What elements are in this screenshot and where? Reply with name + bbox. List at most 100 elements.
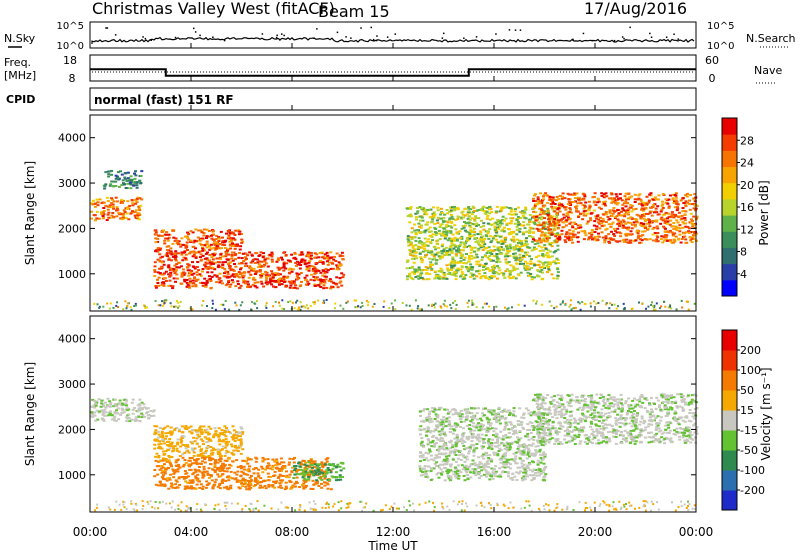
noise-dot (443, 33, 445, 35)
data-cell (627, 242, 630, 244)
data-cell (326, 299, 328, 301)
data-cell (583, 208, 586, 210)
data-cell (576, 236, 579, 238)
data-cell (116, 206, 119, 208)
data-cell (475, 254, 478, 256)
data-cell (107, 173, 110, 175)
data-cell (250, 309, 252, 311)
data-cell (500, 253, 503, 255)
data-cell (113, 419, 116, 421)
data-cell (292, 268, 295, 270)
data-cell (198, 435, 201, 437)
data-cell (428, 273, 431, 275)
data-cell (547, 212, 550, 214)
data-cell (601, 225, 604, 227)
data-cell (175, 306, 177, 308)
data-cell (205, 487, 208, 489)
data-cell (498, 467, 501, 469)
data-cell (305, 268, 308, 270)
data-cell (323, 478, 326, 480)
data-cell (176, 300, 178, 302)
data-cell (574, 197, 577, 199)
data-cell (248, 488, 251, 490)
data-cell (294, 486, 297, 488)
noise-dot (673, 34, 675, 36)
data-cell (435, 275, 438, 277)
data-cell (446, 250, 449, 252)
data-cell (549, 196, 552, 198)
data-cell (163, 442, 166, 444)
data-cell (651, 301, 653, 303)
data-cell (207, 474, 210, 476)
data-cell (568, 207, 571, 209)
data-cell (318, 473, 321, 475)
data-cell (469, 229, 472, 231)
data-cell (165, 435, 168, 437)
noise-dot (583, 33, 585, 35)
data-cell (577, 232, 580, 234)
data-cell (426, 209, 429, 211)
data-cell (174, 281, 177, 283)
data-cell (304, 471, 307, 473)
data-cell (538, 217, 541, 219)
data-cell (581, 218, 584, 220)
data-cell (455, 278, 458, 280)
data-cell (205, 282, 208, 284)
data-cell (269, 468, 272, 470)
data-cell (474, 215, 477, 217)
data-cell (206, 305, 208, 307)
data-cell (228, 309, 230, 311)
data-cell (556, 268, 559, 270)
data-cell (496, 219, 499, 221)
data-cell (180, 301, 182, 303)
data-cell (187, 446, 190, 448)
data-cell (618, 220, 621, 222)
data-cell (155, 300, 157, 302)
data-cell (230, 269, 233, 271)
data-cell (167, 444, 170, 446)
data-cell (186, 279, 189, 281)
data-cell (605, 211, 608, 213)
data-cell (495, 306, 497, 308)
data-cell (426, 241, 429, 243)
data-cell (194, 440, 197, 442)
data-cell (300, 463, 303, 465)
data-cell (471, 266, 474, 268)
data-cell (238, 263, 241, 265)
data-cell (248, 271, 251, 273)
data-cell (103, 202, 106, 204)
data-cell (600, 208, 603, 210)
data-cell (196, 261, 199, 263)
data-cell (420, 207, 423, 209)
data-cell (561, 230, 564, 232)
data-cell (440, 306, 442, 308)
data-cell (305, 307, 307, 309)
data-cell (243, 483, 246, 485)
data-cell (536, 269, 539, 271)
data-cell (221, 264, 224, 266)
data-cell (281, 299, 283, 301)
data-cell (450, 227, 453, 229)
data-cell (688, 309, 690, 311)
data-cell (511, 217, 514, 219)
data-cell (127, 180, 130, 182)
data-cell (528, 247, 531, 249)
data-cell (159, 427, 162, 429)
data-cell (692, 234, 695, 236)
data-cell (169, 447, 172, 449)
data-cell (456, 304, 458, 306)
data-cell (427, 250, 430, 252)
data-cell (265, 279, 268, 281)
data-cell (307, 461, 310, 463)
noise-dot (276, 35, 278, 37)
data-cell (320, 479, 323, 481)
data-cell (610, 238, 613, 240)
data-cell (299, 264, 302, 266)
data-cell (410, 206, 413, 208)
data-cell (627, 208, 630, 210)
data-cell (196, 474, 199, 476)
data-cell (271, 261, 274, 263)
data-cell (261, 283, 264, 285)
data-cell (616, 228, 619, 230)
data-cell (539, 261, 542, 263)
